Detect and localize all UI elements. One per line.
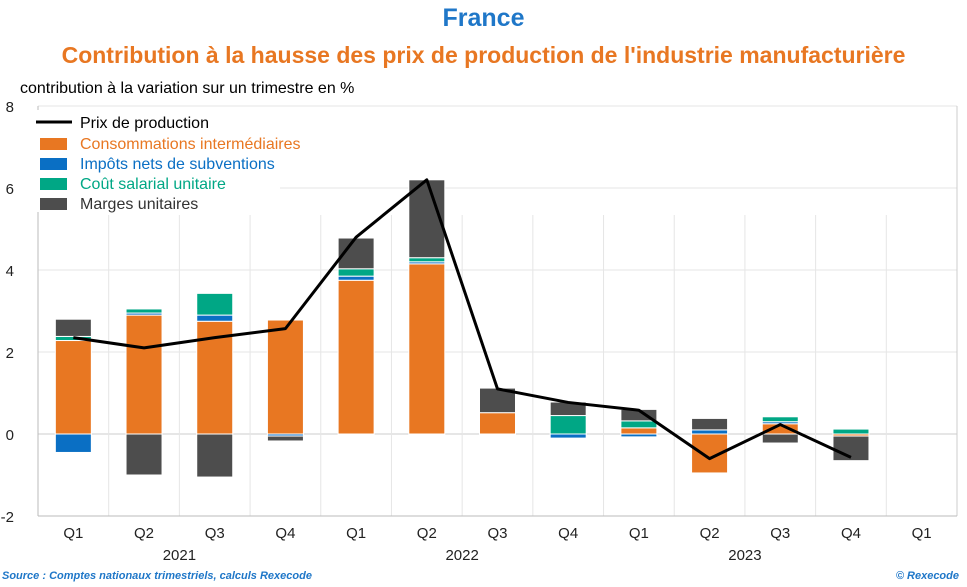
x-tick-label: Q2 bbox=[417, 525, 437, 542]
bar-segment-1 bbox=[337, 275, 375, 281]
x-tick-label: Q2 bbox=[134, 525, 154, 542]
bar-segment-3 bbox=[196, 433, 234, 478]
x-tick-label: Q1 bbox=[346, 525, 366, 542]
bar-segment-0 bbox=[125, 314, 163, 435]
source-note: Source : Comptes nationaux trimestriels,… bbox=[2, 570, 312, 582]
bar-segment-2 bbox=[196, 292, 234, 316]
bar-segment-1 bbox=[54, 433, 92, 453]
bar-segment-3 bbox=[266, 435, 304, 442]
legend-label-2: Coût salarial unitaire bbox=[80, 176, 226, 193]
bar-segment-0 bbox=[408, 263, 446, 435]
x-tick-label: Q4 bbox=[841, 525, 861, 542]
y-tick-label: 0 bbox=[6, 427, 14, 444]
line-prix-de-production bbox=[73, 178, 852, 461]
bar-segment-0 bbox=[266, 319, 304, 435]
y-tick-label: 4 bbox=[6, 263, 14, 280]
legend-label-3: Marges unitaires bbox=[80, 196, 198, 213]
y-tick-label: 2 bbox=[6, 345, 14, 362]
legend-label-0: Consommations intermédiaires bbox=[80, 136, 301, 153]
chart-title: France bbox=[442, 4, 525, 32]
bar-segment-3 bbox=[125, 433, 163, 476]
legend-swatch-1 bbox=[40, 158, 67, 170]
bar-segment-2 bbox=[408, 257, 446, 263]
bar-segment-1 bbox=[691, 429, 729, 435]
bar-segment-3 bbox=[691, 417, 729, 431]
y-axis-label: contribution à la variation sur un trime… bbox=[20, 80, 355, 97]
legend-swatch-3 bbox=[40, 198, 67, 210]
credit-note: © Rexecode bbox=[895, 570, 959, 582]
bar-segment-2 bbox=[337, 268, 375, 277]
x-tick-label: Q3 bbox=[205, 525, 225, 542]
bar-segment-3 bbox=[832, 435, 870, 462]
x-tick-label: Q1 bbox=[63, 525, 83, 542]
bar-segment-3 bbox=[761, 433, 799, 444]
legend-label-1: Impôts nets de subventions bbox=[80, 156, 275, 173]
bar-segment-1 bbox=[196, 314, 234, 322]
chart-subtitle: Contribution à la hausse des prix de pro… bbox=[61, 42, 906, 68]
bar-segment-2 bbox=[549, 415, 587, 435]
year-label: 2022 bbox=[445, 547, 478, 564]
bar-segment-2 bbox=[125, 308, 163, 314]
x-tick-label: Q4 bbox=[275, 525, 295, 542]
x-tick-label: Q3 bbox=[487, 525, 507, 542]
year-label: 2023 bbox=[728, 547, 761, 564]
x-tick-label: Q2 bbox=[700, 525, 720, 542]
bar-segment-2 bbox=[761, 416, 799, 423]
y-tick-label: 8 bbox=[6, 99, 14, 116]
bar-segment-2 bbox=[832, 428, 870, 435]
bar-segment-2 bbox=[620, 420, 658, 429]
bar-segment-1 bbox=[549, 433, 587, 439]
y-tick-label: 6 bbox=[6, 181, 14, 198]
legend-background bbox=[30, 110, 280, 212]
legend-swatch-2 bbox=[40, 178, 67, 190]
bar-segment-0 bbox=[479, 412, 516, 435]
x-tick-label: Q1 bbox=[912, 525, 932, 542]
legend-label-line: Prix de production bbox=[80, 115, 209, 132]
legend-swatch-0 bbox=[40, 138, 67, 150]
x-tick-label: Q1 bbox=[629, 525, 649, 542]
bar-segment-0 bbox=[54, 340, 92, 435]
bar-segment-1 bbox=[620, 433, 658, 438]
x-tick-label: Q3 bbox=[770, 525, 790, 542]
bar-segment-0 bbox=[620, 427, 658, 435]
bar-segment-3 bbox=[54, 318, 92, 337]
bar-segment-0 bbox=[337, 279, 375, 435]
x-tick-label: Q4 bbox=[558, 525, 578, 542]
y-tick-label: -2 bbox=[1, 509, 14, 526]
year-label: 2021 bbox=[163, 547, 196, 564]
